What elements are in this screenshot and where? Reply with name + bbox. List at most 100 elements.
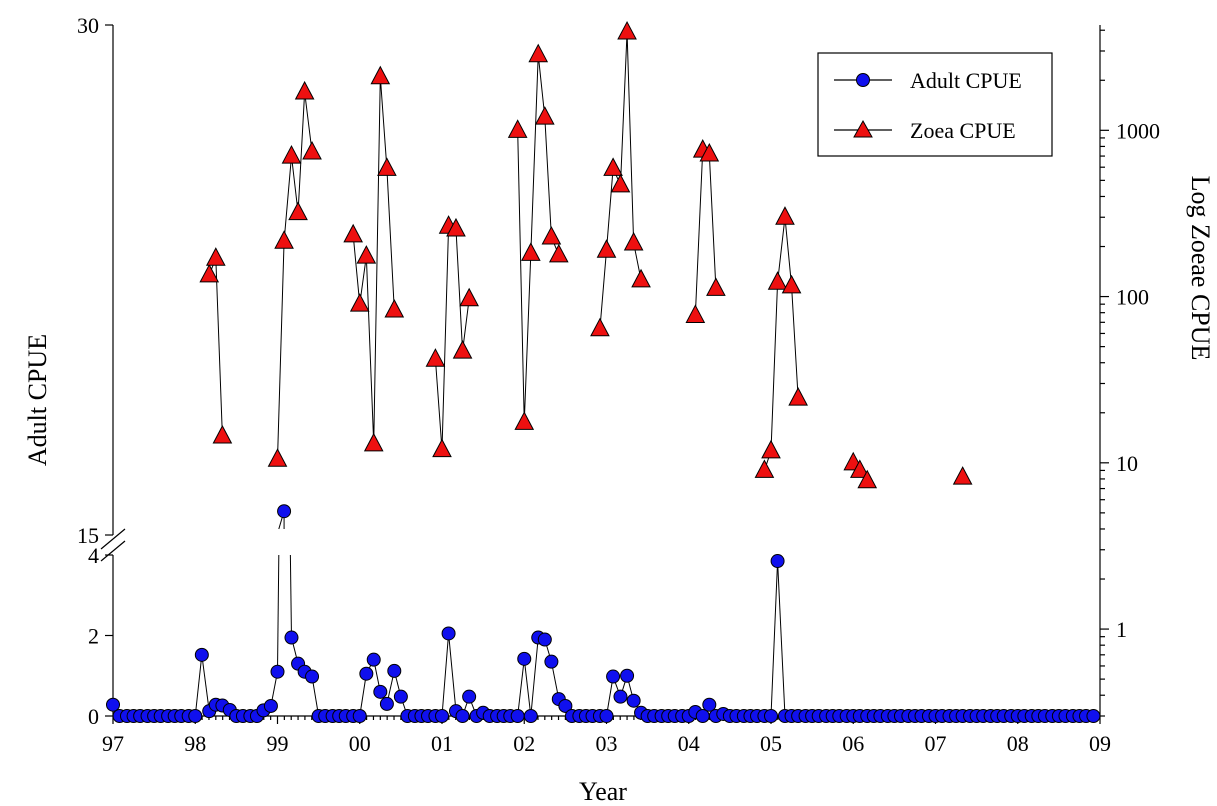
adult-cpue-point	[626, 693, 641, 708]
adult-cpue-point	[263, 698, 278, 713]
adult-line-segment	[277, 554, 280, 672]
zoea-cpue-point	[199, 263, 220, 283]
zoea-line-segment	[763, 217, 799, 471]
zoea-cpue-point	[631, 268, 651, 288]
zoea-cpue-point	[212, 424, 233, 444]
adult-cpue-point	[188, 709, 203, 723]
x-tick-label: 04	[678, 731, 700, 756]
zoea-line-segment	[208, 258, 223, 437]
adult-cpue-point	[606, 669, 621, 684]
zoea-line-segment	[434, 225, 470, 450]
adult-cpue-point	[277, 504, 292, 519]
zoea-cpue-point	[617, 20, 637, 40]
adult-line-segment	[289, 554, 292, 638]
adult-line-segment	[517, 658, 525, 717]
legend-box	[817, 52, 1053, 157]
zoea-cpue-point	[775, 206, 795, 225]
legend-label-zoea: Zoea CPUE	[910, 118, 1016, 143]
zoea-cpue-point	[384, 298, 405, 318]
zoea-cpue-point	[349, 293, 370, 312]
adult-cpue-point	[435, 709, 449, 723]
zoea-cpue-point	[603, 157, 623, 176]
x-axis-title: Year	[579, 777, 627, 806]
adult-line-segment	[201, 654, 210, 712]
zoea-cpue-point	[446, 217, 466, 237]
adult-line-segment	[448, 633, 457, 712]
zoea-cpue-point	[706, 277, 726, 296]
zoea-cpue-point	[520, 242, 541, 261]
adult-cpue-point	[613, 689, 628, 704]
adult-cpue-point	[510, 709, 525, 723]
adult-cpue-point	[194, 647, 209, 662]
adult-cpue-point	[764, 709, 778, 723]
y-left-tick-label: 2	[88, 624, 99, 649]
zoea-cpue-point	[767, 271, 788, 290]
y-axis-left-title: Adult CPUE	[23, 334, 52, 466]
zoea-cpue-point	[432, 438, 452, 458]
axis-break-mark	[100, 540, 126, 562]
adult-line-segment	[441, 633, 450, 717]
adult-cpue-point	[373, 684, 388, 699]
adult-line-segment	[530, 637, 539, 717]
y-right-tick-label: 1000	[1116, 118, 1160, 143]
adult-cpue-point	[695, 709, 710, 723]
adult-cpue-point	[441, 626, 456, 641]
y-left-tick-label: 15	[77, 523, 99, 548]
zoea-cpue-point	[849, 459, 870, 478]
zoea-cpue-point	[267, 448, 288, 467]
adult-cpue-point	[1086, 709, 1101, 723]
adult-cpue-point	[558, 698, 573, 713]
x-tick-label: 06	[842, 731, 864, 756]
zoea-cpue-point	[302, 140, 322, 160]
adult-cpue-point	[284, 630, 299, 645]
x-tick-label: 00	[349, 731, 371, 756]
adult-line-segment	[523, 658, 532, 717]
adult-cpue-point	[352, 709, 367, 723]
zoea-cpue-point	[610, 173, 631, 193]
y-right-tick-label: 100	[1116, 285, 1149, 310]
adult-cpue-point	[599, 709, 614, 723]
x-tick-label: 05	[760, 731, 782, 756]
adult-line-segment	[359, 673, 367, 717]
adult-cpue-point	[366, 652, 381, 667]
zoea-cpue-point	[363, 432, 384, 452]
zoea-cpue-point	[761, 439, 781, 459]
zoea-cpue-point	[754, 459, 775, 478]
x-tick-label: 07	[925, 731, 947, 756]
legend-label-adult: Adult CPUE	[910, 68, 1022, 93]
y-right-tick-label: 1	[1116, 617, 1127, 642]
adult-cpue-point	[305, 669, 320, 684]
zoea-cpue-point	[623, 231, 644, 251]
zoea-cpue-point	[788, 387, 808, 406]
zoea-cpue-point	[288, 201, 308, 221]
zoea-cpue-point	[685, 304, 706, 323]
zoea-cpue-point	[528, 43, 549, 63]
x-tick-label: 97	[102, 731, 124, 756]
y-left-tick-label: 30	[77, 13, 99, 38]
zoea-cpue-point	[534, 106, 555, 125]
zoea-cpue-point	[281, 144, 302, 164]
y-left-tick-label: 4	[88, 543, 99, 568]
zoea-cpue-point	[459, 287, 479, 307]
adult-cpue-point	[106, 697, 120, 712]
x-tick-label: 99	[267, 731, 289, 756]
adult-cpue-point	[770, 554, 785, 569]
zoea-line-segment	[277, 91, 313, 460]
zoea-cpue-point	[548, 243, 569, 263]
zoea-cpue-point	[452, 340, 473, 359]
zoea-cpue-point	[370, 65, 391, 85]
axis-break-mark	[100, 528, 126, 550]
zoea-cpue-point	[274, 230, 294, 249]
zoea-cpue-point	[356, 245, 377, 264]
adult-line-segment	[777, 561, 786, 717]
adult-line-segment	[194, 654, 203, 717]
legend: Adult CPUE Zoea CPUE	[817, 52, 1053, 157]
adult-cpue-point	[462, 689, 477, 704]
y-axis-right-title: Log Zoeae CPUE	[1186, 176, 1215, 361]
x-tick-label: 03	[596, 731, 618, 756]
zoea-cpue-point	[507, 119, 528, 138]
adult-cpue-point	[379, 696, 394, 711]
series-marks	[106, 20, 1101, 723]
legend-marker-adult	[856, 73, 870, 87]
